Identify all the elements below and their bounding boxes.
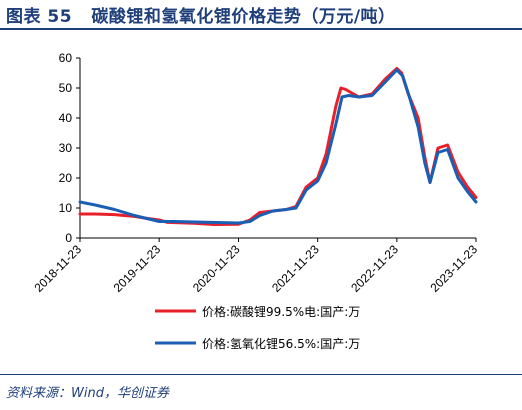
title-rule: [0, 28, 522, 30]
line-chart: 0 10 20 30 40 50 60 2018-11-23 2019-11-23 2020-11…: [31, 51, 480, 351]
chart-legend: 价格:碳酸锂99.5%电:国产:万价格:氢氧化锂56.5%:国产:万: [155, 304, 360, 351]
y-tick-label: 0: [65, 231, 72, 245]
x-tick-label: 2022-11-23: [348, 242, 401, 295]
source-note: 资料来源：Wind，华创证券: [6, 386, 169, 401]
x-tick-label: 2021-11-23: [269, 242, 322, 295]
y-tick-label: 50: [59, 81, 73, 95]
y-tick-label: 60: [59, 51, 73, 65]
y-tick-label: 10: [59, 201, 73, 215]
y-tick-label: 40: [59, 111, 73, 125]
legend-label: 价格:氢氧化锂56.5%:国产:万: [202, 336, 360, 351]
figure-title: 碳酸锂和氢氧化锂价格走势（万元/吨）: [91, 7, 396, 27]
chart-title: 图表 55 碳酸锂和氢氧化锂价格走势（万元/吨）: [6, 2, 396, 27]
figure-label: 图表 55: [6, 7, 73, 27]
legend-label: 价格:碳酸锂99.5%电:国产:万: [202, 304, 360, 319]
x-tick-label: 2023-11-23: [427, 242, 480, 295]
y-tick-label: 30: [59, 141, 73, 155]
series-line-lithium-carbonate: [78, 67, 478, 226]
series-layer: [78, 67, 478, 226]
x-tick-label: 2020-11-23: [190, 242, 243, 295]
footer-rule: [0, 374, 522, 375]
series-line-lithium-hydroxide: [78, 68, 478, 225]
y-tick-label: 20: [59, 171, 73, 185]
x-tick-label: 2018-11-23: [31, 242, 84, 295]
chart-axes: 0 10 20 30 40 50 60 2018-11-23 2019-11-23 2020-11…: [31, 51, 480, 295]
x-tick-label: 2019-11-23: [111, 242, 164, 295]
